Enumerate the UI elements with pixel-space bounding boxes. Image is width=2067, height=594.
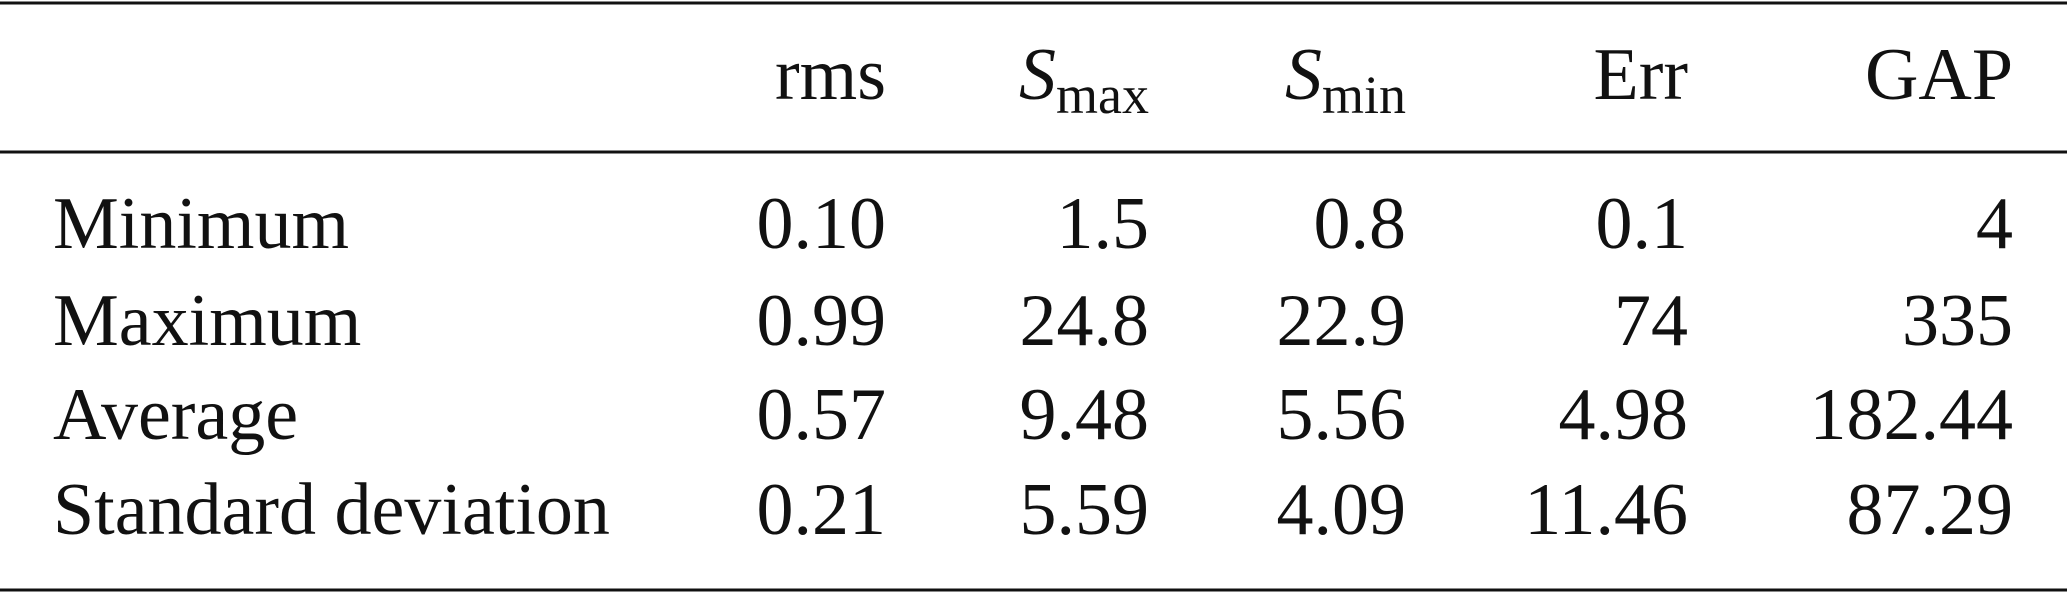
column-header: rms xyxy=(775,34,886,116)
cell: 5.56 xyxy=(1277,374,1407,456)
column-header: Smin xyxy=(1285,34,1406,125)
cell: 0.21 xyxy=(757,469,887,551)
cell: 9.48 xyxy=(1020,374,1150,456)
row-label: Average xyxy=(53,374,298,456)
cell: 22.9 xyxy=(1277,280,1407,362)
column-header: Err xyxy=(1594,34,1689,116)
cell: 87.29 xyxy=(1847,469,2014,551)
cell: 4.09 xyxy=(1277,469,1407,551)
cell: 0.10 xyxy=(757,183,887,265)
cell: 4.98 xyxy=(1559,374,1689,456)
cell: 11.46 xyxy=(1524,469,1688,551)
header-text: rms xyxy=(775,34,886,116)
cell: 4 xyxy=(1976,183,2013,265)
row-label: Standard deviation xyxy=(53,469,610,551)
cell: 182.44 xyxy=(1810,374,2014,456)
header-subscript: max xyxy=(1056,65,1149,125)
cell: 0.57 xyxy=(757,374,887,456)
column-header: GAP xyxy=(1865,34,2013,116)
row-label: Minimum xyxy=(53,183,349,265)
column-header: Smax xyxy=(1019,34,1149,125)
header-text: Err xyxy=(1594,34,1689,116)
cell: 0.99 xyxy=(757,280,887,362)
cell: 335 xyxy=(1902,280,2013,362)
cell: 0.8 xyxy=(1314,183,1407,265)
header-symbol: S xyxy=(1285,34,1322,116)
cell: 1.5 xyxy=(1057,183,1150,265)
cell: 0.1 xyxy=(1596,183,1689,265)
header-text: GAP xyxy=(1865,34,2013,116)
header-symbol: S xyxy=(1019,34,1056,116)
cell: 24.8 xyxy=(1020,280,1150,362)
cell: 74 xyxy=(1614,280,1688,362)
cell: 5.59 xyxy=(1020,469,1150,551)
header-subscript: min xyxy=(1322,65,1406,125)
row-label: Maximum xyxy=(53,280,361,362)
